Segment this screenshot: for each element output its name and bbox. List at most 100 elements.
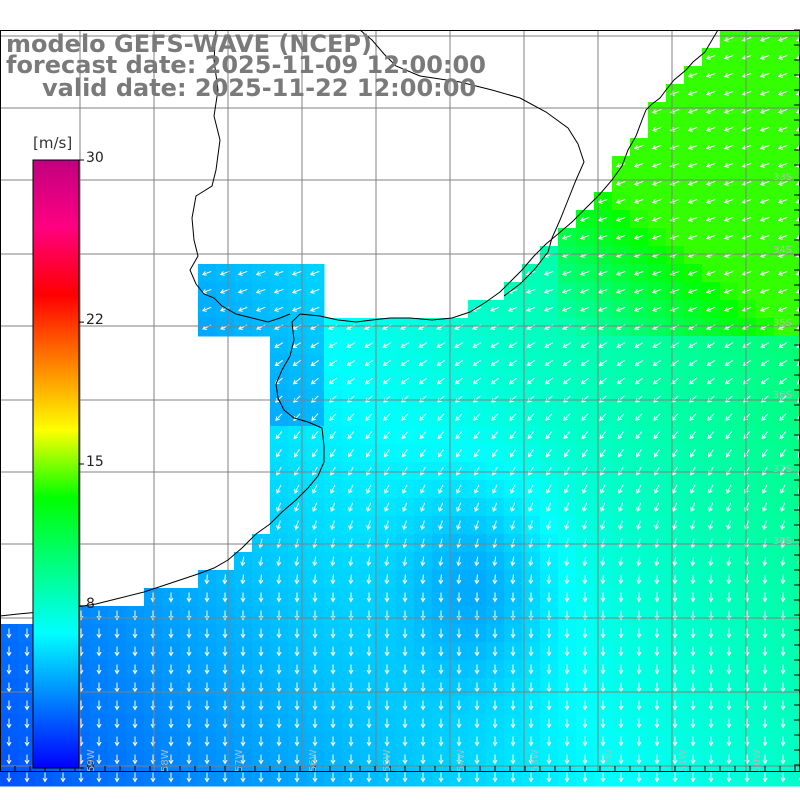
wind-arrow-head xyxy=(347,416,352,422)
speed-cell xyxy=(792,210,800,229)
wind-arrow-head xyxy=(258,597,264,603)
wind-arrow-head xyxy=(652,343,658,348)
speed-cell xyxy=(792,678,800,697)
wind-arrow xyxy=(760,288,770,294)
wind-arrow-head xyxy=(723,235,729,240)
wind-arrow xyxy=(780,502,786,512)
wind-arrow xyxy=(274,342,284,348)
wind-arrow xyxy=(384,484,390,494)
wind-arrow-head xyxy=(491,416,496,422)
wind-arrow xyxy=(401,377,409,385)
wind-arrow-head xyxy=(546,759,552,765)
wind-arrow xyxy=(617,431,625,439)
wind-arrow-head xyxy=(780,759,786,765)
wind-arrow-head xyxy=(474,723,480,729)
wind-arrow xyxy=(691,556,695,566)
wind-arrow xyxy=(652,144,662,150)
wind-arrow xyxy=(652,216,662,222)
wind-arrow-head xyxy=(294,597,300,603)
wind-arrow-head xyxy=(708,759,714,765)
wind-arrow-head xyxy=(726,651,732,657)
wind-arrow-head xyxy=(579,271,585,276)
wind-arrow-head xyxy=(220,325,225,330)
wind-arrow xyxy=(706,126,716,132)
wind-arrow xyxy=(652,270,662,276)
wind-arrow xyxy=(545,377,553,385)
wind-arrow-head xyxy=(240,777,246,783)
wind-arrow-head xyxy=(384,741,390,747)
wind-arrow-head xyxy=(400,361,406,367)
wind-arrow-head xyxy=(240,705,246,711)
wind-arrow xyxy=(652,288,662,294)
wind-arrow xyxy=(527,395,535,403)
wind-arrow-head xyxy=(150,777,156,783)
wind-arrow-head xyxy=(633,163,639,168)
wind-arrow xyxy=(564,466,570,476)
wind-arrow xyxy=(294,484,300,494)
wind-arrow-head xyxy=(564,489,569,494)
wind-arrow xyxy=(760,108,770,114)
wind-arrow-head xyxy=(473,434,479,440)
wind-arrow xyxy=(724,270,734,276)
wind-arrow xyxy=(438,449,444,457)
wind-arrow-head xyxy=(294,507,299,513)
wind-arrow-head xyxy=(726,759,732,765)
wind-arrow xyxy=(655,520,659,530)
wind-arrow xyxy=(655,556,659,566)
wind-arrow xyxy=(311,395,319,403)
wind-arrow xyxy=(544,288,554,294)
wind-arrow xyxy=(385,556,389,566)
wind-arrow-head xyxy=(528,543,534,549)
wind-arrow xyxy=(706,108,716,114)
wind-arrow xyxy=(563,360,571,366)
wind-arrow-head xyxy=(240,759,246,765)
wind-arrow-head xyxy=(401,434,407,440)
wind-arrow xyxy=(330,484,336,494)
wind-arrow xyxy=(491,431,499,439)
wind-arrow xyxy=(206,574,208,584)
wind-arrow xyxy=(671,395,679,403)
wind-arrow-head xyxy=(240,561,246,567)
wind-arrow xyxy=(778,216,788,222)
wind-arrow-head xyxy=(186,651,192,657)
speed-cell xyxy=(792,318,800,337)
wind-arrow-head xyxy=(705,181,711,186)
wind-arrow-head xyxy=(651,235,657,240)
wind-arrow-head xyxy=(6,651,12,657)
wind-arrow xyxy=(706,162,716,168)
wind-arrow-head xyxy=(6,741,12,747)
wind-arrow xyxy=(671,377,679,385)
river-plate-estuary xyxy=(189,29,291,323)
wind-arrow xyxy=(724,36,734,42)
wind-arrow-head xyxy=(633,235,639,240)
wind-arrow-head xyxy=(329,434,335,440)
wind-arrow-head xyxy=(455,434,461,440)
wind-arrow xyxy=(474,466,480,476)
wind-arrow xyxy=(600,502,606,512)
wind-arrow-head xyxy=(294,741,300,747)
wind-arrow-head xyxy=(777,289,783,294)
wind-arrow-head xyxy=(96,669,102,675)
wind-arrow-head xyxy=(276,633,282,639)
wind-arrow xyxy=(616,198,626,204)
wind-arrow-head xyxy=(330,651,336,657)
wind-arrow-head xyxy=(651,307,657,312)
wind-arrow-head xyxy=(708,543,714,549)
wind-arrow xyxy=(260,574,262,584)
wind-arrow-head xyxy=(761,452,767,458)
wind-arrow xyxy=(490,342,500,348)
wind-arrow-head xyxy=(492,615,498,621)
wind-arrow xyxy=(274,306,284,312)
wind-arrow-head xyxy=(615,271,621,276)
wind-arrow xyxy=(671,413,679,421)
wind-arrow-head xyxy=(618,633,624,639)
wind-arrow-head xyxy=(759,55,765,60)
wind-arrow-head xyxy=(293,434,299,440)
wind-arrow-head xyxy=(132,741,138,747)
wind-arrow xyxy=(796,56,800,60)
wind-arrow-head xyxy=(24,651,30,657)
wind-arrow-head xyxy=(672,633,678,639)
wind-arrow xyxy=(726,502,732,512)
wind-arrow-head xyxy=(780,615,786,621)
